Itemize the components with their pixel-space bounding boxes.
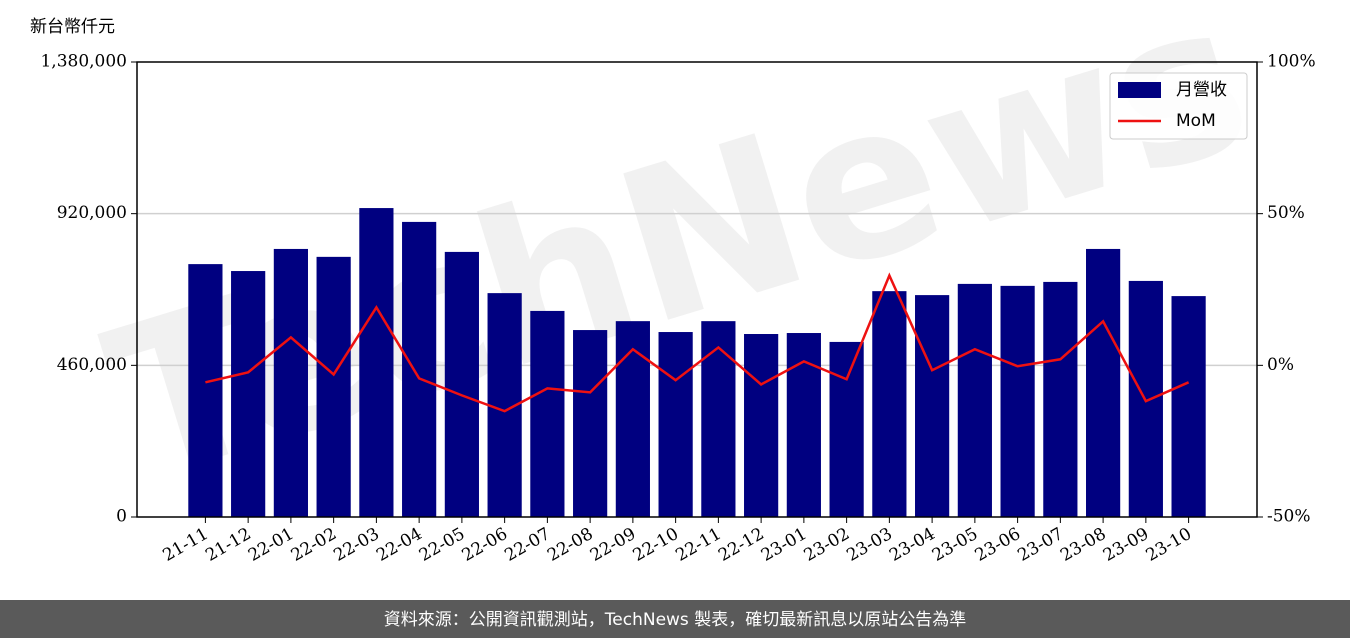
x-tick-label: 23-01 <box>758 524 810 566</box>
bar <box>957 283 992 517</box>
y-axis-label: 新台幣仟元 <box>30 17 115 37</box>
x-tick-label: 23-03 <box>843 524 895 566</box>
x-tick-label: 22-12 <box>715 524 767 566</box>
bar <box>273 248 308 517</box>
y-tick-label: 920,000 <box>57 203 127 223</box>
bar <box>188 264 223 517</box>
x-tick-label: 22-01 <box>245 524 297 566</box>
x-tick-label: 23-08 <box>1057 524 1109 566</box>
x-tick-label: 23-06 <box>972 524 1024 566</box>
bar <box>615 321 650 517</box>
x-tick-label: 22-11 <box>672 524 724 566</box>
footer: 資料來源：公開資訊觀測站，TechNews 製表，確切最新訊息以原站公告為準 <box>384 610 966 630</box>
bar <box>915 295 950 517</box>
bar <box>316 256 351 517</box>
x-tick-label: 21-11 <box>159 524 211 566</box>
y2-tick-label: 100% <box>1267 52 1316 72</box>
bar <box>829 341 864 517</box>
y2-tick-label: 0% <box>1267 355 1294 375</box>
bar <box>1171 296 1206 517</box>
bar <box>658 332 693 517</box>
legend-swatch <box>1118 82 1161 98</box>
footer-band <box>0 600 1350 638</box>
x-tick-label: 21-12 <box>202 524 254 566</box>
x-tick-label: 22-02 <box>288 524 340 566</box>
x-tick-label: 23-04 <box>886 524 938 566</box>
bar <box>1086 248 1121 517</box>
legend-label: MoM <box>1176 111 1216 131</box>
y-tick-label: 460,000 <box>57 355 127 375</box>
legend: 月營收 MoM <box>1109 72 1248 140</box>
line <box>205 272 1190 413</box>
x-tick-label: 22-04 <box>373 524 425 566</box>
y-tick-label: 0 <box>116 507 127 527</box>
x-tick-label: 23-02 <box>801 524 853 566</box>
y-tick-label: 1,380,000 <box>40 52 127 72</box>
bar <box>1043 281 1078 517</box>
bar <box>872 291 907 517</box>
x-tick-label: 22-05 <box>416 524 468 566</box>
x-tick-label: 22-06 <box>459 524 511 566</box>
x-tick-label: 23-09 <box>1100 524 1152 566</box>
bar <box>701 321 736 517</box>
bar <box>744 334 779 517</box>
x-tick-label: 23-10 <box>1143 524 1195 566</box>
bar <box>231 271 266 517</box>
bar <box>359 208 394 518</box>
bar <box>402 221 437 517</box>
bar <box>444 251 479 518</box>
x-tick-label: 22-09 <box>587 524 639 566</box>
bar <box>573 330 608 517</box>
x-tick-label: 22-10 <box>630 524 682 566</box>
bar <box>1000 285 1035 517</box>
x-tick-label: 23-05 <box>929 524 981 566</box>
x-tick-label: 22-03 <box>330 524 382 566</box>
bar <box>786 333 821 517</box>
y2-tick-label: 50% <box>1267 203 1305 223</box>
x-tick-label: 22-08 <box>544 524 596 566</box>
legend-label: 月營收 <box>1176 80 1227 100</box>
x-tick-label: 22-07 <box>501 524 553 566</box>
x-tick-label: 23-07 <box>1014 524 1066 566</box>
y2-tick-label: -50% <box>1267 507 1311 527</box>
plot-frame <box>136 61 1258 518</box>
bar <box>530 310 565 517</box>
